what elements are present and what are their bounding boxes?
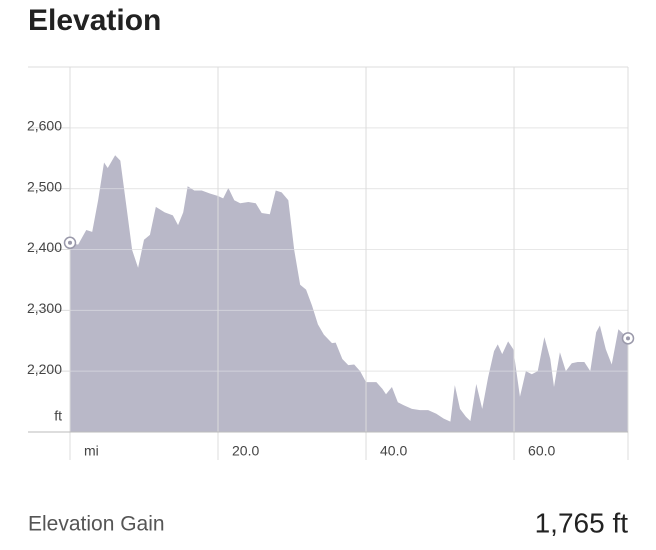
y-tick-label: 2,200 xyxy=(27,361,62,377)
chart-title: Elevation xyxy=(28,4,161,37)
y-tick-label: 2,500 xyxy=(27,178,62,194)
elevation-area xyxy=(70,155,628,433)
stat-value: 1,765 ft xyxy=(535,507,629,538)
x-tick-label: 40.0 xyxy=(380,443,407,459)
y-tick-label: 2,600 xyxy=(27,118,62,134)
x-tick-label: mi xyxy=(84,443,99,459)
x-tick-label: 20.0 xyxy=(232,443,259,459)
endpoint-marker-dot xyxy=(68,240,72,245)
y-tick-label: 2,300 xyxy=(27,300,62,316)
endpoint-marker-dot xyxy=(626,336,630,341)
stat-label: Elevation Gain xyxy=(28,513,165,536)
y-tick-label: 2,400 xyxy=(27,239,62,255)
x-tick-label: 60.0 xyxy=(528,443,555,459)
y-axis-label: ft xyxy=(54,408,62,424)
